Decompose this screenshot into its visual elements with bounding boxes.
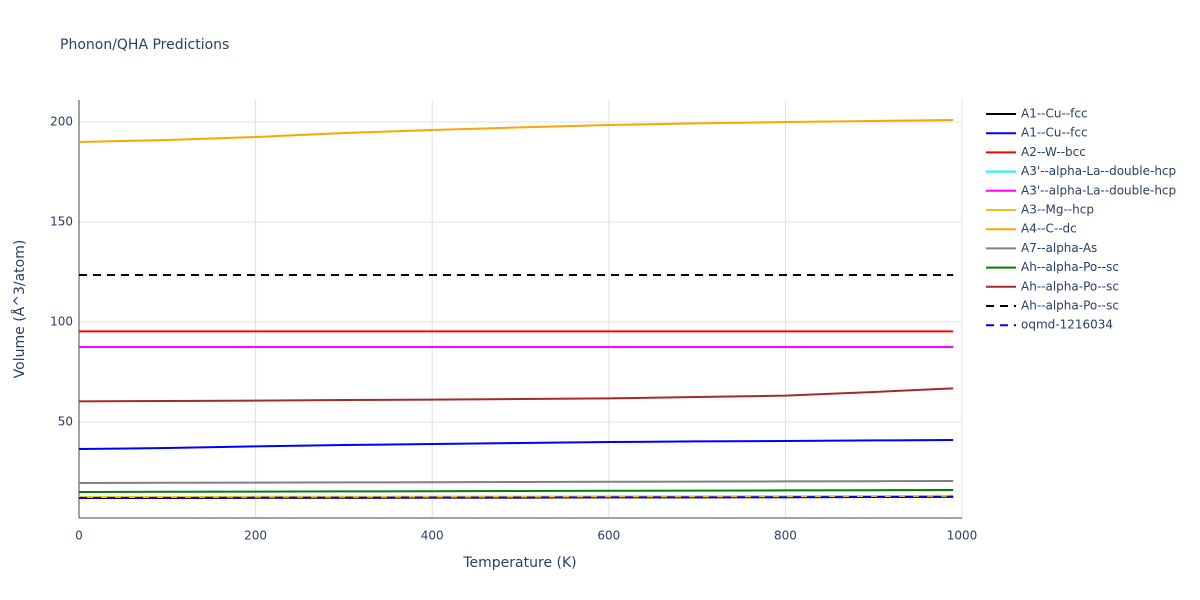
legend-label: Ah--alpha-Po--sc: [1021, 279, 1119, 293]
chart-title: Phonon/QHA Predictions: [60, 37, 229, 53]
y-tick-label: 200: [50, 115, 73, 129]
series-line: [78, 480, 954, 484]
legend-label: oqmd-1216034: [1021, 318, 1113, 332]
series-line: [78, 119, 954, 143]
series-line: [79, 495, 954, 499]
y-tick-label: 50: [58, 415, 73, 429]
legend-label: Ah--alpha-Po--sc: [1021, 260, 1119, 274]
legend-label: A4--C--dc: [1021, 222, 1077, 236]
series-line: [78, 489, 954, 493]
legend-label: A1--Cu--fcc: [1021, 126, 1088, 140]
x-tick-label: 400: [421, 529, 444, 543]
legend-label: A1--Cu--fcc: [1021, 107, 1088, 121]
series-line: [78, 387, 954, 403]
series-line: [78, 439, 954, 450]
legend-label: A3'--alpha-La--double-hcp: [1021, 164, 1176, 178]
x-tick-label: 1000: [947, 529, 978, 543]
legend-label: A7--alpha-As: [1021, 241, 1097, 255]
x-tick-label: 600: [597, 529, 620, 543]
y-tick-label: 150: [50, 215, 73, 229]
legend-label: A2--W--bcc: [1021, 145, 1086, 159]
legend-label: A3--Mg--hcp: [1021, 203, 1094, 217]
legend-label: Ah--alpha-Po--sc: [1021, 299, 1119, 313]
x-tick-label: 200: [244, 529, 267, 543]
x-axis-title: Temperature (K): [462, 555, 576, 571]
x-tick-label: 800: [774, 529, 797, 543]
x-tick-label: 0: [75, 529, 83, 543]
legend-label: A3'--alpha-La--double-hcp: [1021, 183, 1176, 197]
y-axis-title: Volume (Å^3/atom): [11, 240, 28, 379]
y-tick-label: 100: [50, 315, 73, 329]
